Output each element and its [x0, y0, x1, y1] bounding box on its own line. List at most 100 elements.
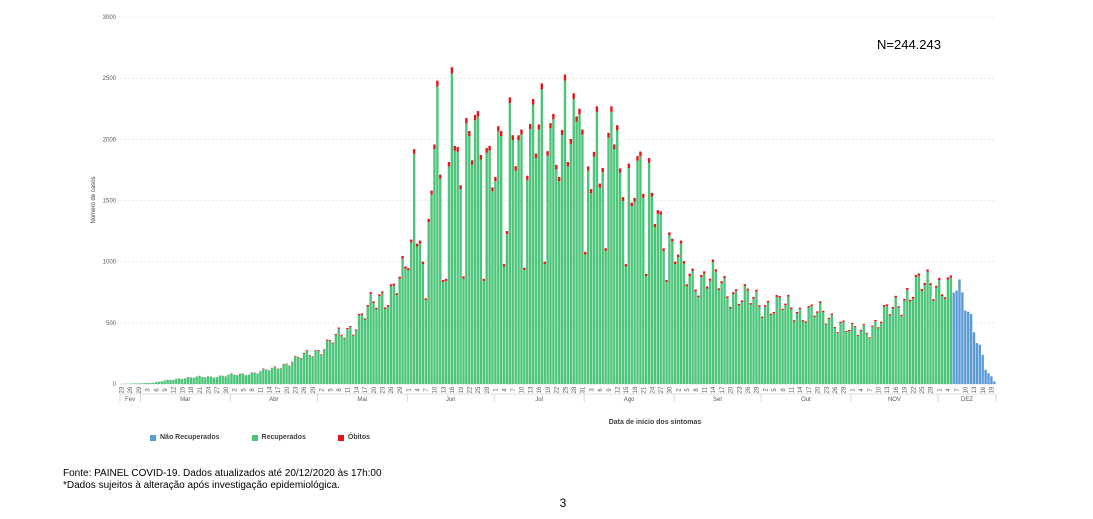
bar-recuperados: [488, 150, 491, 384]
bar-recuperados: [558, 181, 561, 384]
bar-recuperados: [662, 251, 665, 384]
bar-obitos: [343, 337, 346, 339]
bar-obitos: [801, 320, 805, 322]
bar-recuperados: [427, 222, 430, 384]
bar-recuperados: [224, 376, 227, 384]
x-tick-label: 2: [676, 388, 682, 392]
y-tick-label: 2500: [103, 76, 117, 82]
bar-obitos: [740, 300, 744, 303]
bar-obitos: [732, 292, 735, 295]
bar-recuperados: [717, 290, 720, 384]
x-tick-label: 5: [685, 388, 691, 392]
bar-recuperados: [935, 287, 938, 384]
bar-recuperados: [412, 153, 416, 384]
bar-obitos: [848, 329, 851, 332]
bar-obitos: [317, 350, 320, 351]
bar-obitos: [749, 303, 752, 305]
x-tick-label: 1: [407, 388, 413, 392]
bar-obitos: [929, 283, 932, 286]
bar-recuperados: [908, 301, 912, 384]
x-tick-label: 6: [154, 388, 160, 392]
bar-obitos: [526, 175, 529, 180]
bar-recuperados: [146, 383, 149, 384]
x-tick-label: 4: [415, 388, 421, 392]
bar-obitos: [662, 248, 665, 252]
bar-obitos: [856, 334, 860, 336]
bar-recuperados: [192, 377, 195, 384]
bar-obitos: [294, 355, 297, 357]
bar-obitos: [468, 131, 471, 137]
y-tick-label: 1500: [103, 199, 117, 205]
bar-recuperados: [705, 288, 709, 384]
bar-recuperados: [221, 375, 224, 384]
x-axis: 23 26 29 3 6 9 12 15 18 21 24 27 30 2 5 8 11 14 17 20 23 26 29…: [119, 386, 997, 403]
bar-obitos: [908, 299, 912, 302]
bar-obitos: [595, 106, 599, 112]
bar-obitos: [410, 239, 413, 243]
bar-recuperados: [230, 373, 233, 384]
bar-recuperados: [207, 376, 210, 384]
bar-recuperados: [369, 293, 372, 384]
bar-recuperados: [285, 363, 288, 384]
bar-obitos: [850, 322, 854, 325]
bar-obitos: [778, 296, 781, 298]
x-tick-label: 26: [833, 386, 839, 393]
bar-recuperados: [317, 350, 320, 384]
bar-recuperados: [253, 372, 256, 384]
bar-obitos: [534, 153, 538, 159]
bar-obitos: [656, 210, 660, 214]
bar-obitos: [795, 311, 799, 314]
bar-obitos: [346, 327, 349, 330]
bar-obitos: [375, 307, 378, 310]
bar-obitos: [792, 320, 796, 322]
bar-recuperados: [584, 254, 587, 384]
bar-obitos: [708, 278, 712, 281]
bar-recuperados: [923, 284, 926, 384]
bar-obitos: [331, 342, 335, 344]
bar-obitos: [926, 269, 929, 272]
x-tick-label: 2: [320, 388, 326, 392]
bar-obitos: [528, 123, 532, 130]
x-tick-label: 1: [494, 388, 500, 392]
bar-obitos: [392, 283, 396, 286]
bar-obitos: [459, 185, 462, 190]
bar-obitos: [444, 278, 448, 281]
x-tick-label: 8: [694, 388, 700, 392]
x-tick-label: 8: [337, 388, 343, 392]
bar-obitos: [650, 192, 654, 197]
x-tick-label: 20: [372, 386, 378, 393]
bar-obitos: [743, 284, 747, 287]
bar-obitos: [703, 271, 706, 274]
month-label: Set: [713, 397, 722, 403]
bar-recuperados: [795, 313, 799, 384]
bar-obitos: [407, 268, 410, 271]
bar-obitos: [775, 295, 778, 297]
bar-obitos: [642, 194, 645, 198]
bar-obitos: [624, 264, 628, 267]
bar-obitos: [337, 327, 340, 329]
x-tick-label: 14: [267, 386, 273, 393]
bar-recuperados: [813, 316, 816, 384]
bar-recuperados: [160, 381, 164, 384]
bar-recuperados: [436, 86, 439, 385]
bar-recuperados: [647, 162, 651, 384]
bar-obitos: [920, 288, 923, 291]
bar-recuperados: [491, 191, 494, 384]
bar-recuperados: [874, 321, 877, 384]
bar-obitos: [418, 240, 422, 244]
x-tick-label: 12: [172, 386, 178, 393]
bar-obitos: [366, 305, 369, 307]
bar-recuperados: [668, 235, 671, 384]
bar-obitos: [323, 349, 326, 351]
bar-obitos: [456, 147, 459, 152]
bar-obitos: [813, 315, 816, 317]
bar-recuperados: [671, 241, 674, 384]
bar-obitos: [349, 326, 352, 328]
bar-obitos: [514, 166, 517, 171]
bar-recuperados: [288, 365, 291, 384]
legend-item-obitos: Óbitos: [337, 434, 370, 441]
bar-recuperados: [328, 340, 332, 384]
bar-obitos: [682, 261, 686, 264]
bar-recuperados: [560, 135, 564, 384]
bar-recuperados: [468, 136, 471, 384]
